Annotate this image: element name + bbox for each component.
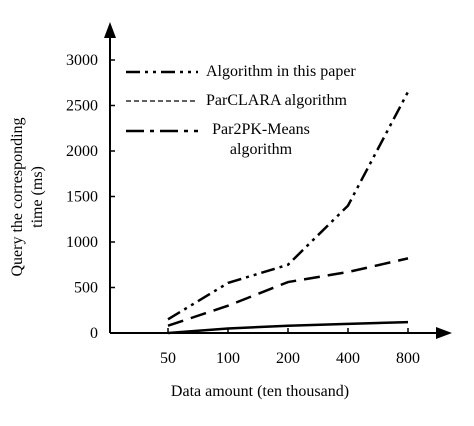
legend-swatch (126, 70, 198, 74)
y-tick-label: 2500 (66, 98, 98, 115)
y-tick-label: 1000 (66, 234, 98, 251)
x-tick-label: 800 (396, 350, 420, 367)
y-tick-label: 0 (90, 325, 98, 342)
legend-label: Par2PK-Means algorithm (212, 121, 310, 158)
y-tick-label: 3000 (66, 52, 98, 69)
y-tick-label: 2000 (66, 143, 98, 160)
legend-label: Algorithm in this paper (206, 63, 356, 80)
legend-swatch (126, 129, 198, 133)
x-tick-label: 200 (276, 350, 300, 367)
legend-item: Algorithm in this paper (124, 63, 356, 81)
x-tick-label: 50 (160, 350, 176, 367)
legend-label: ParCLARA algorithm (206, 92, 347, 109)
x-axis-label: Data amount (ten thousand) (171, 383, 349, 400)
series-line (167, 257, 409, 327)
series-line (167, 91, 410, 321)
series-line (167, 320, 409, 335)
x-tick-label: 400 (336, 350, 360, 367)
y-axis-label: Query the corresponding (9, 117, 26, 276)
x-axis-arrow (436, 327, 452, 339)
legend-item: Par2PK-Means algorithm (124, 120, 316, 160)
y-axis-label: time (ms) (29, 166, 46, 228)
legend-swatch (126, 100, 198, 102)
y-axis-arrow (104, 22, 116, 38)
x-tick-label: 100 (216, 350, 240, 367)
y-tick-label: 500 (74, 280, 98, 297)
y-tick-label: 1500 (66, 189, 98, 206)
legend-item: ParCLARA algorithm (124, 92, 347, 110)
